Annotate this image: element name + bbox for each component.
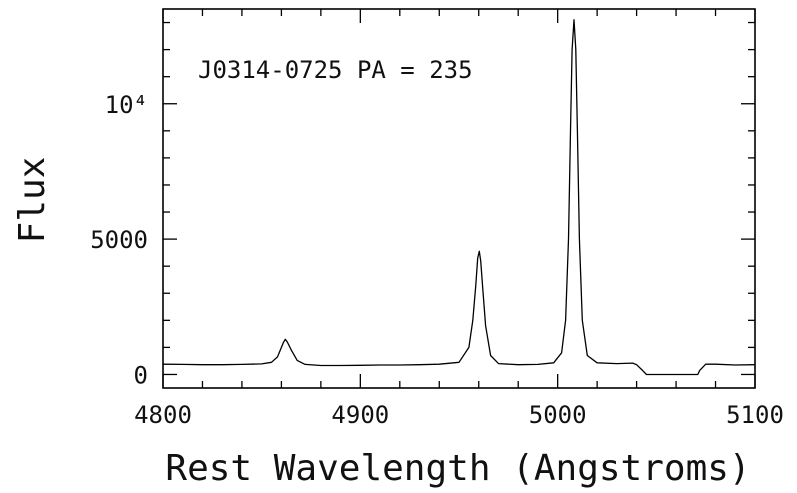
- spectrum-line: [162, 19, 756, 376]
- plot-frame: [162, 8, 756, 389]
- x-tick-label: 5000: [529, 401, 587, 429]
- y-tick-label: 0: [134, 361, 148, 389]
- y-tick-label: 10⁴: [105, 91, 148, 119]
- y-tick-labels: 0 5000 10⁴: [90, 91, 148, 390]
- x-tick-labels: 4800 4900 5000 5100: [134, 401, 784, 429]
- y-tick-label: 5000: [90, 226, 148, 254]
- spectrum-annotation: J0314-0725 PA = 235: [198, 56, 473, 84]
- x-axis-label: Rest Wavelength (Angstroms): [165, 448, 750, 489]
- x-tick-label: 4900: [331, 401, 389, 429]
- y-axis-label: Flux: [12, 157, 53, 244]
- x-tick-label: 5100: [726, 401, 784, 429]
- x-tick-label: 4800: [134, 401, 192, 429]
